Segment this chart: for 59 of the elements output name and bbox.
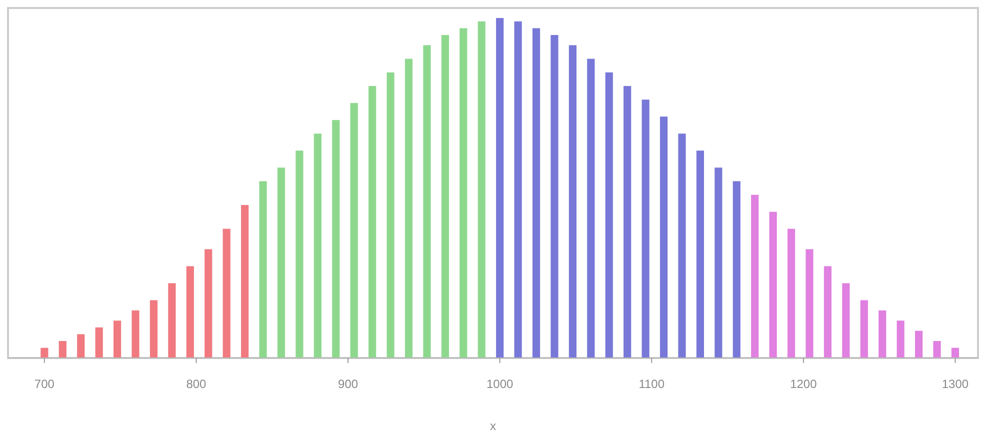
bar bbox=[241, 205, 249, 358]
bar bbox=[478, 21, 486, 358]
bar bbox=[878, 310, 886, 358]
bar bbox=[441, 35, 449, 358]
bar bbox=[605, 72, 613, 358]
bar bbox=[751, 194, 759, 358]
bar bbox=[114, 320, 122, 358]
bar bbox=[259, 181, 267, 358]
bar bbox=[95, 327, 103, 358]
bar bbox=[204, 249, 212, 358]
bar bbox=[150, 300, 158, 358]
bar bbox=[496, 18, 504, 358]
x-axis-title: x bbox=[490, 419, 496, 433]
x-tick-label: 1100 bbox=[638, 377, 665, 391]
x-tick-label: 900 bbox=[338, 377, 358, 391]
bar bbox=[696, 150, 704, 358]
bar bbox=[532, 28, 540, 358]
bar bbox=[404, 58, 413, 358]
bar bbox=[277, 168, 286, 358]
bar bbox=[915, 330, 923, 358]
bar bbox=[423, 45, 431, 358]
x-tick-label: 1200 bbox=[790, 377, 818, 391]
bar bbox=[624, 86, 632, 358]
bar bbox=[314, 134, 322, 358]
x-tick-label: 1300 bbox=[942, 377, 969, 391]
bar bbox=[642, 100, 650, 358]
bar bbox=[842, 283, 850, 358]
bar bbox=[132, 310, 140, 358]
bar bbox=[168, 283, 176, 358]
bar bbox=[550, 35, 558, 358]
x-tick-label: 700 bbox=[34, 377, 55, 391]
bar bbox=[951, 348, 960, 358]
bar bbox=[732, 181, 740, 358]
bar bbox=[769, 212, 777, 358]
bar bbox=[40, 348, 48, 358]
bar bbox=[860, 300, 868, 358]
bar bbox=[386, 72, 394, 358]
bar bbox=[824, 266, 832, 358]
bar bbox=[350, 103, 358, 358]
bar bbox=[514, 21, 522, 358]
bar bbox=[896, 320, 904, 358]
x-tick-label: 800 bbox=[186, 377, 207, 391]
bar bbox=[568, 45, 576, 358]
bar bbox=[933, 341, 941, 358]
bar bbox=[460, 28, 468, 358]
bar bbox=[787, 228, 796, 358]
x-tick-label: 1000 bbox=[486, 377, 514, 391]
bar bbox=[222, 228, 230, 358]
bar bbox=[332, 120, 340, 358]
bar bbox=[660, 116, 668, 358]
bar bbox=[58, 341, 66, 358]
bar bbox=[806, 249, 814, 358]
bar bbox=[587, 58, 595, 358]
bar bbox=[714, 168, 722, 358]
bar bbox=[368, 86, 376, 358]
bar bbox=[186, 266, 194, 358]
bar bbox=[678, 134, 686, 358]
bar bbox=[296, 150, 304, 358]
bar bbox=[77, 334, 85, 358]
